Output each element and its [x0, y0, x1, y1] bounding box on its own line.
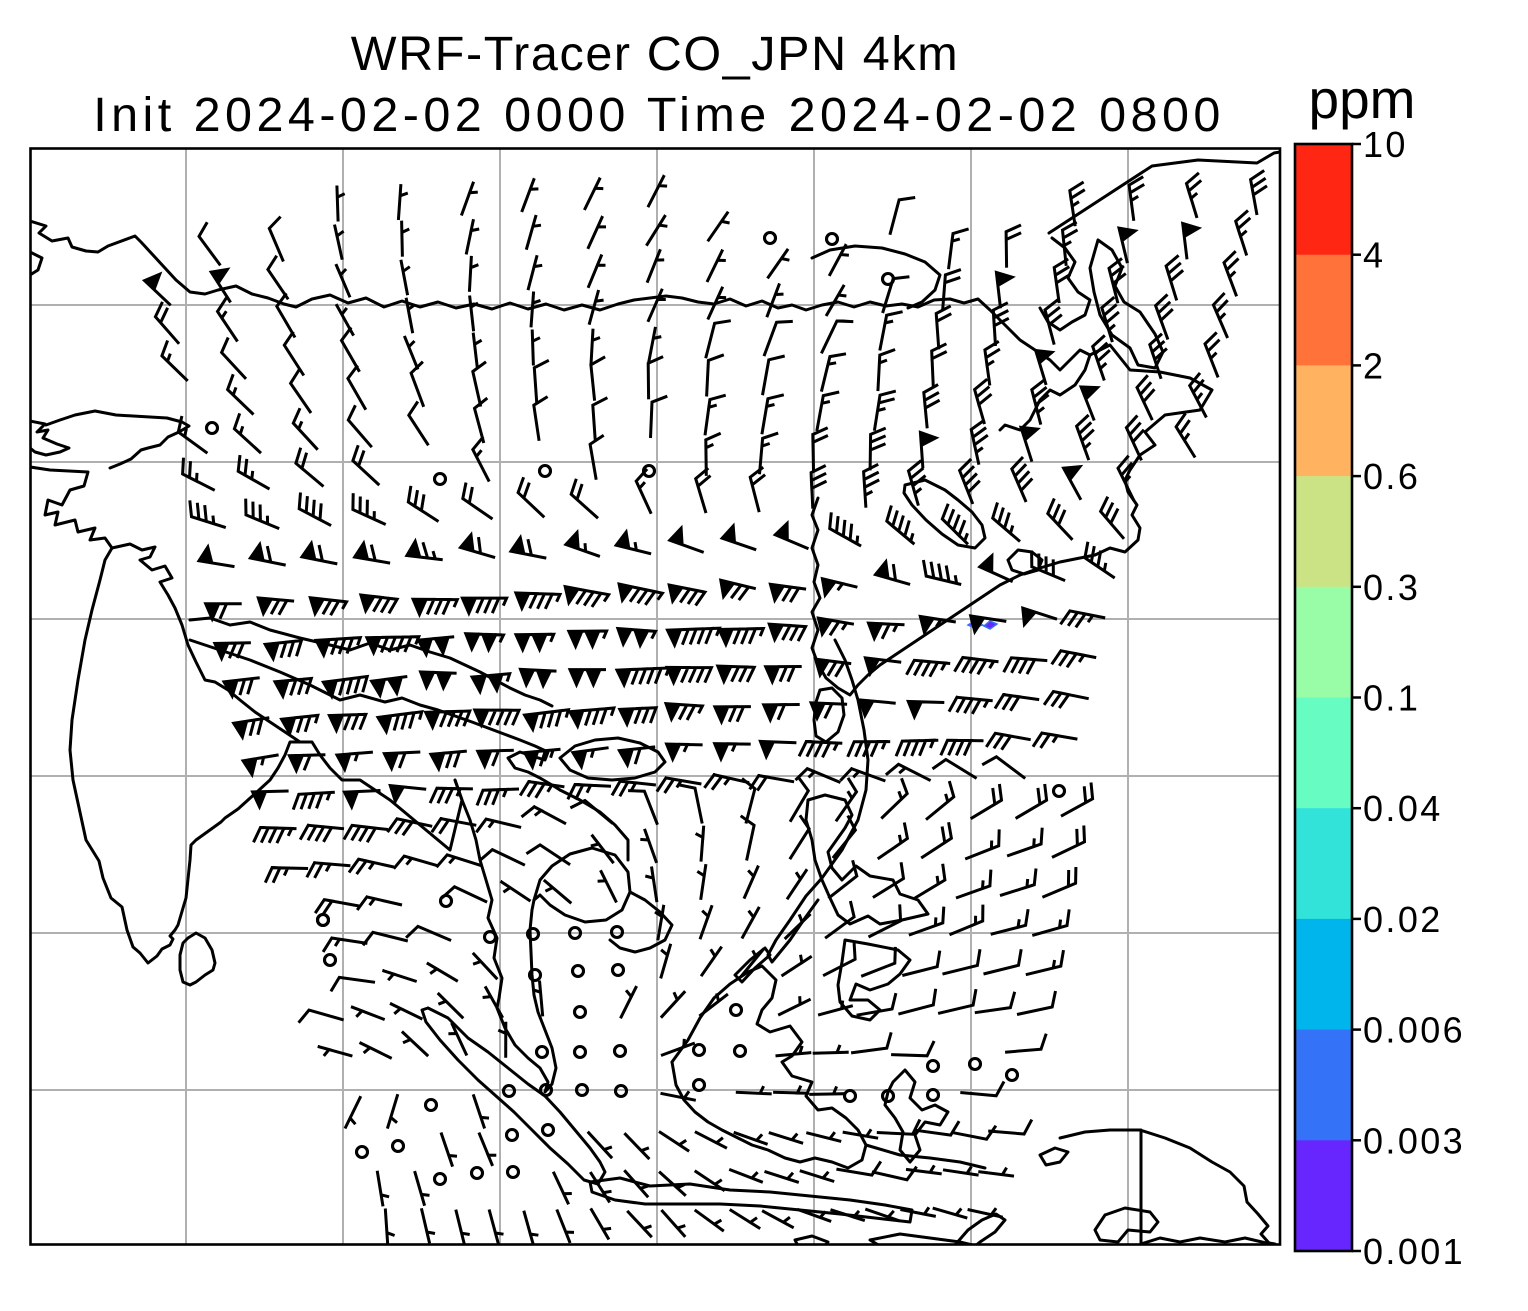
svg-text:0.6: 0.6: [1363, 456, 1420, 497]
svg-text:0.3: 0.3: [1363, 567, 1420, 608]
svg-text:Init 2024-02-02 0000 Time 2024: Init 2024-02-02 0000 Time 2024-02-02 080…: [93, 88, 1225, 142]
svg-text:0.003: 0.003: [1363, 1120, 1465, 1161]
svg-text:0.02: 0.02: [1363, 899, 1443, 940]
svg-text:2: 2: [1363, 345, 1385, 386]
svg-text:0.1: 0.1: [1363, 678, 1420, 719]
svg-text:0.006: 0.006: [1363, 1010, 1465, 1051]
svg-text:0.001: 0.001: [1363, 1231, 1465, 1272]
svg-text:10: 10: [1363, 124, 1408, 165]
svg-text:4: 4: [1363, 235, 1385, 276]
svg-text:ppm: ppm: [1309, 68, 1416, 130]
svg-text:0.04: 0.04: [1363, 788, 1443, 829]
svg-text:WRF-Tracer CO_JPN 4km: WRF-Tracer CO_JPN 4km: [351, 27, 959, 81]
